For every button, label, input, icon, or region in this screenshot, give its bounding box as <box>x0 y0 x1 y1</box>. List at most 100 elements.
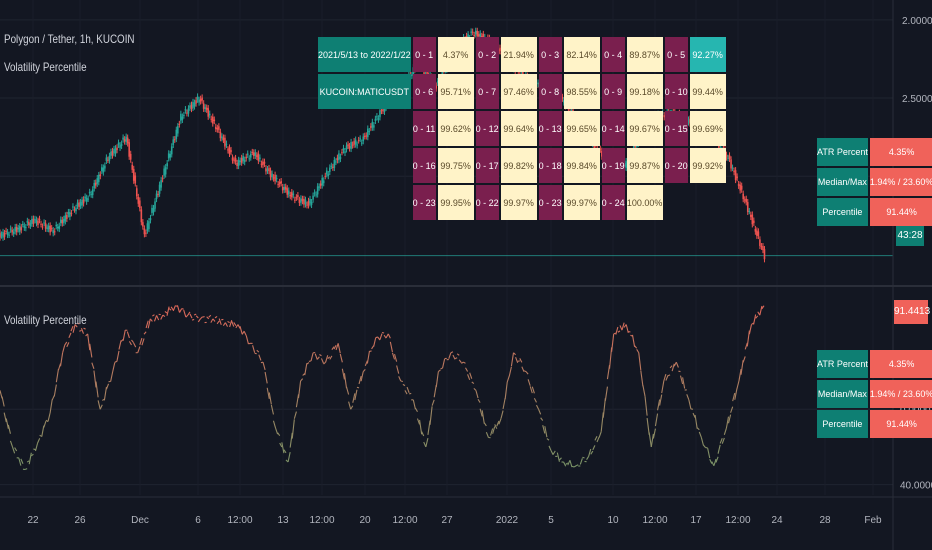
volatility-line-segment <box>231 321 235 327</box>
price-candle-body <box>278 181 281 185</box>
volatility-line-segment <box>496 420 500 427</box>
volatility-line-segment <box>650 433 654 447</box>
price-candle-body <box>239 160 241 163</box>
volatility-line-segment <box>448 352 452 359</box>
volatility-line-segment <box>33 448 36 451</box>
price-candle-body <box>178 123 181 125</box>
price-candle-body <box>312 195 314 200</box>
volatility-line-segment <box>83 327 86 330</box>
price-candle-body <box>18 226 21 232</box>
price-candle-body <box>362 136 365 142</box>
volatility-line-segment <box>350 405 354 410</box>
price-candle-body <box>756 230 758 236</box>
price-candle-body <box>737 184 740 186</box>
volatility-line-segment <box>358 375 362 385</box>
price-candle-body <box>570 109 573 111</box>
volatility-line-segment <box>391 352 396 360</box>
volatility-line-segment <box>425 437 429 448</box>
price-candle-body <box>341 152 343 154</box>
price-candle-body <box>254 152 257 156</box>
volatility-line-segment <box>600 412 604 432</box>
price-candle-body <box>49 225 51 233</box>
price-candle-body <box>157 194 159 196</box>
price-candle-body <box>748 211 751 213</box>
price-candle-body <box>193 102 196 107</box>
volatility-line-segment <box>427 420 431 435</box>
price-candle-body <box>143 228 146 235</box>
volatility-line-segment <box>521 366 525 372</box>
price-candle-body <box>300 198 302 203</box>
price-candle-body <box>230 150 232 153</box>
price-candle-body <box>423 72 425 75</box>
volatility-line-segment <box>661 380 665 394</box>
volatility-line-segment <box>49 399 53 414</box>
volatility-line-segment <box>761 305 765 310</box>
price-candle-body <box>88 191 91 194</box>
price-candle-body <box>129 153 132 160</box>
price-candle-body <box>272 177 275 179</box>
price-candle-body <box>12 231 15 234</box>
volatility-line-segment <box>53 384 57 397</box>
volatility-line-segment <box>755 315 759 319</box>
volatility-line-segment <box>300 378 304 382</box>
volatility-line-segment <box>636 349 640 354</box>
price-candle-body <box>180 113 182 121</box>
volatility-line-segment <box>193 313 197 316</box>
price-candle-body <box>201 97 203 101</box>
bucket-percent-value: 99.65% <box>563 111 600 146</box>
price-candle-body <box>148 221 150 229</box>
bucket-percent-value: 99.84% <box>563 148 600 183</box>
volatility-line-segment <box>319 354 322 357</box>
sub-indicator-title[interactable]: Volatility Percentile <box>4 313 87 327</box>
price-candle-body <box>82 199 85 204</box>
time-tick-label: 27 <box>441 515 453 526</box>
price-candle-body <box>94 182 97 186</box>
bucket-range-label: 0 - 7 <box>475 74 499 109</box>
volatility-line-segment <box>229 320 233 328</box>
volatility-line-segment <box>116 350 120 362</box>
price-candle-body <box>172 139 175 145</box>
price-candle-body <box>482 33 485 37</box>
price-candle-body <box>78 202 80 208</box>
price-candle-body <box>283 187 286 190</box>
price-candle-body <box>184 109 187 111</box>
volatility-line-segment <box>191 318 195 321</box>
price-candle-body <box>753 220 755 223</box>
price-candle-body <box>183 114 185 116</box>
volatility-line-segment <box>742 356 746 363</box>
volatility-line-segment <box>212 318 216 322</box>
volatility-line-segment <box>640 370 644 387</box>
price-candle-body <box>21 224 24 226</box>
bucket-range-label: 0 - 3 <box>538 37 562 72</box>
price-candle-body <box>253 152 255 156</box>
price-candle-body <box>69 212 71 218</box>
volatility-line-segment <box>398 376 402 382</box>
volatility-line-segment <box>373 337 377 347</box>
price-candle-body <box>155 193 158 200</box>
price-candle-body <box>477 34 480 37</box>
volatility-line-segment <box>310 352 314 362</box>
volatility-line-segment <box>141 338 145 346</box>
price-candle-body <box>173 139 176 141</box>
bucket-percent-value: 99.64% <box>500 111 537 146</box>
stats-label: Percentile <box>817 198 868 226</box>
main-indicator-title[interactable]: Volatility Percentile <box>4 60 87 74</box>
bucket-percent-value: 99.97% <box>500 185 537 220</box>
volatility-line-segment <box>709 459 713 464</box>
volatility-line-segment <box>162 314 166 318</box>
price-candle-body <box>116 147 118 151</box>
price-candle-body <box>126 137 129 144</box>
time-axis[interactable]: 22 26 Dec 6 12:00 13 12:00 20 12:00 27 2022 5 10 12:0… <box>27 515 882 526</box>
price-candle-body <box>181 116 184 120</box>
volatility-line-segment <box>9 440 14 448</box>
volatility-line-segment <box>277 432 281 437</box>
volatility-line-segment <box>149 318 153 322</box>
price-candle-body <box>368 131 371 133</box>
volatility-line-segment <box>189 313 193 319</box>
volatility-line-segment <box>55 369 59 383</box>
symbol-title[interactable]: Polygon / Tether, 1h, KUCOIN <box>4 32 135 46</box>
volatility-line-segment <box>337 343 341 354</box>
volatility-line-segment <box>62 345 66 353</box>
price-candle-body <box>210 118 213 120</box>
volatility-line-segment <box>465 367 469 372</box>
